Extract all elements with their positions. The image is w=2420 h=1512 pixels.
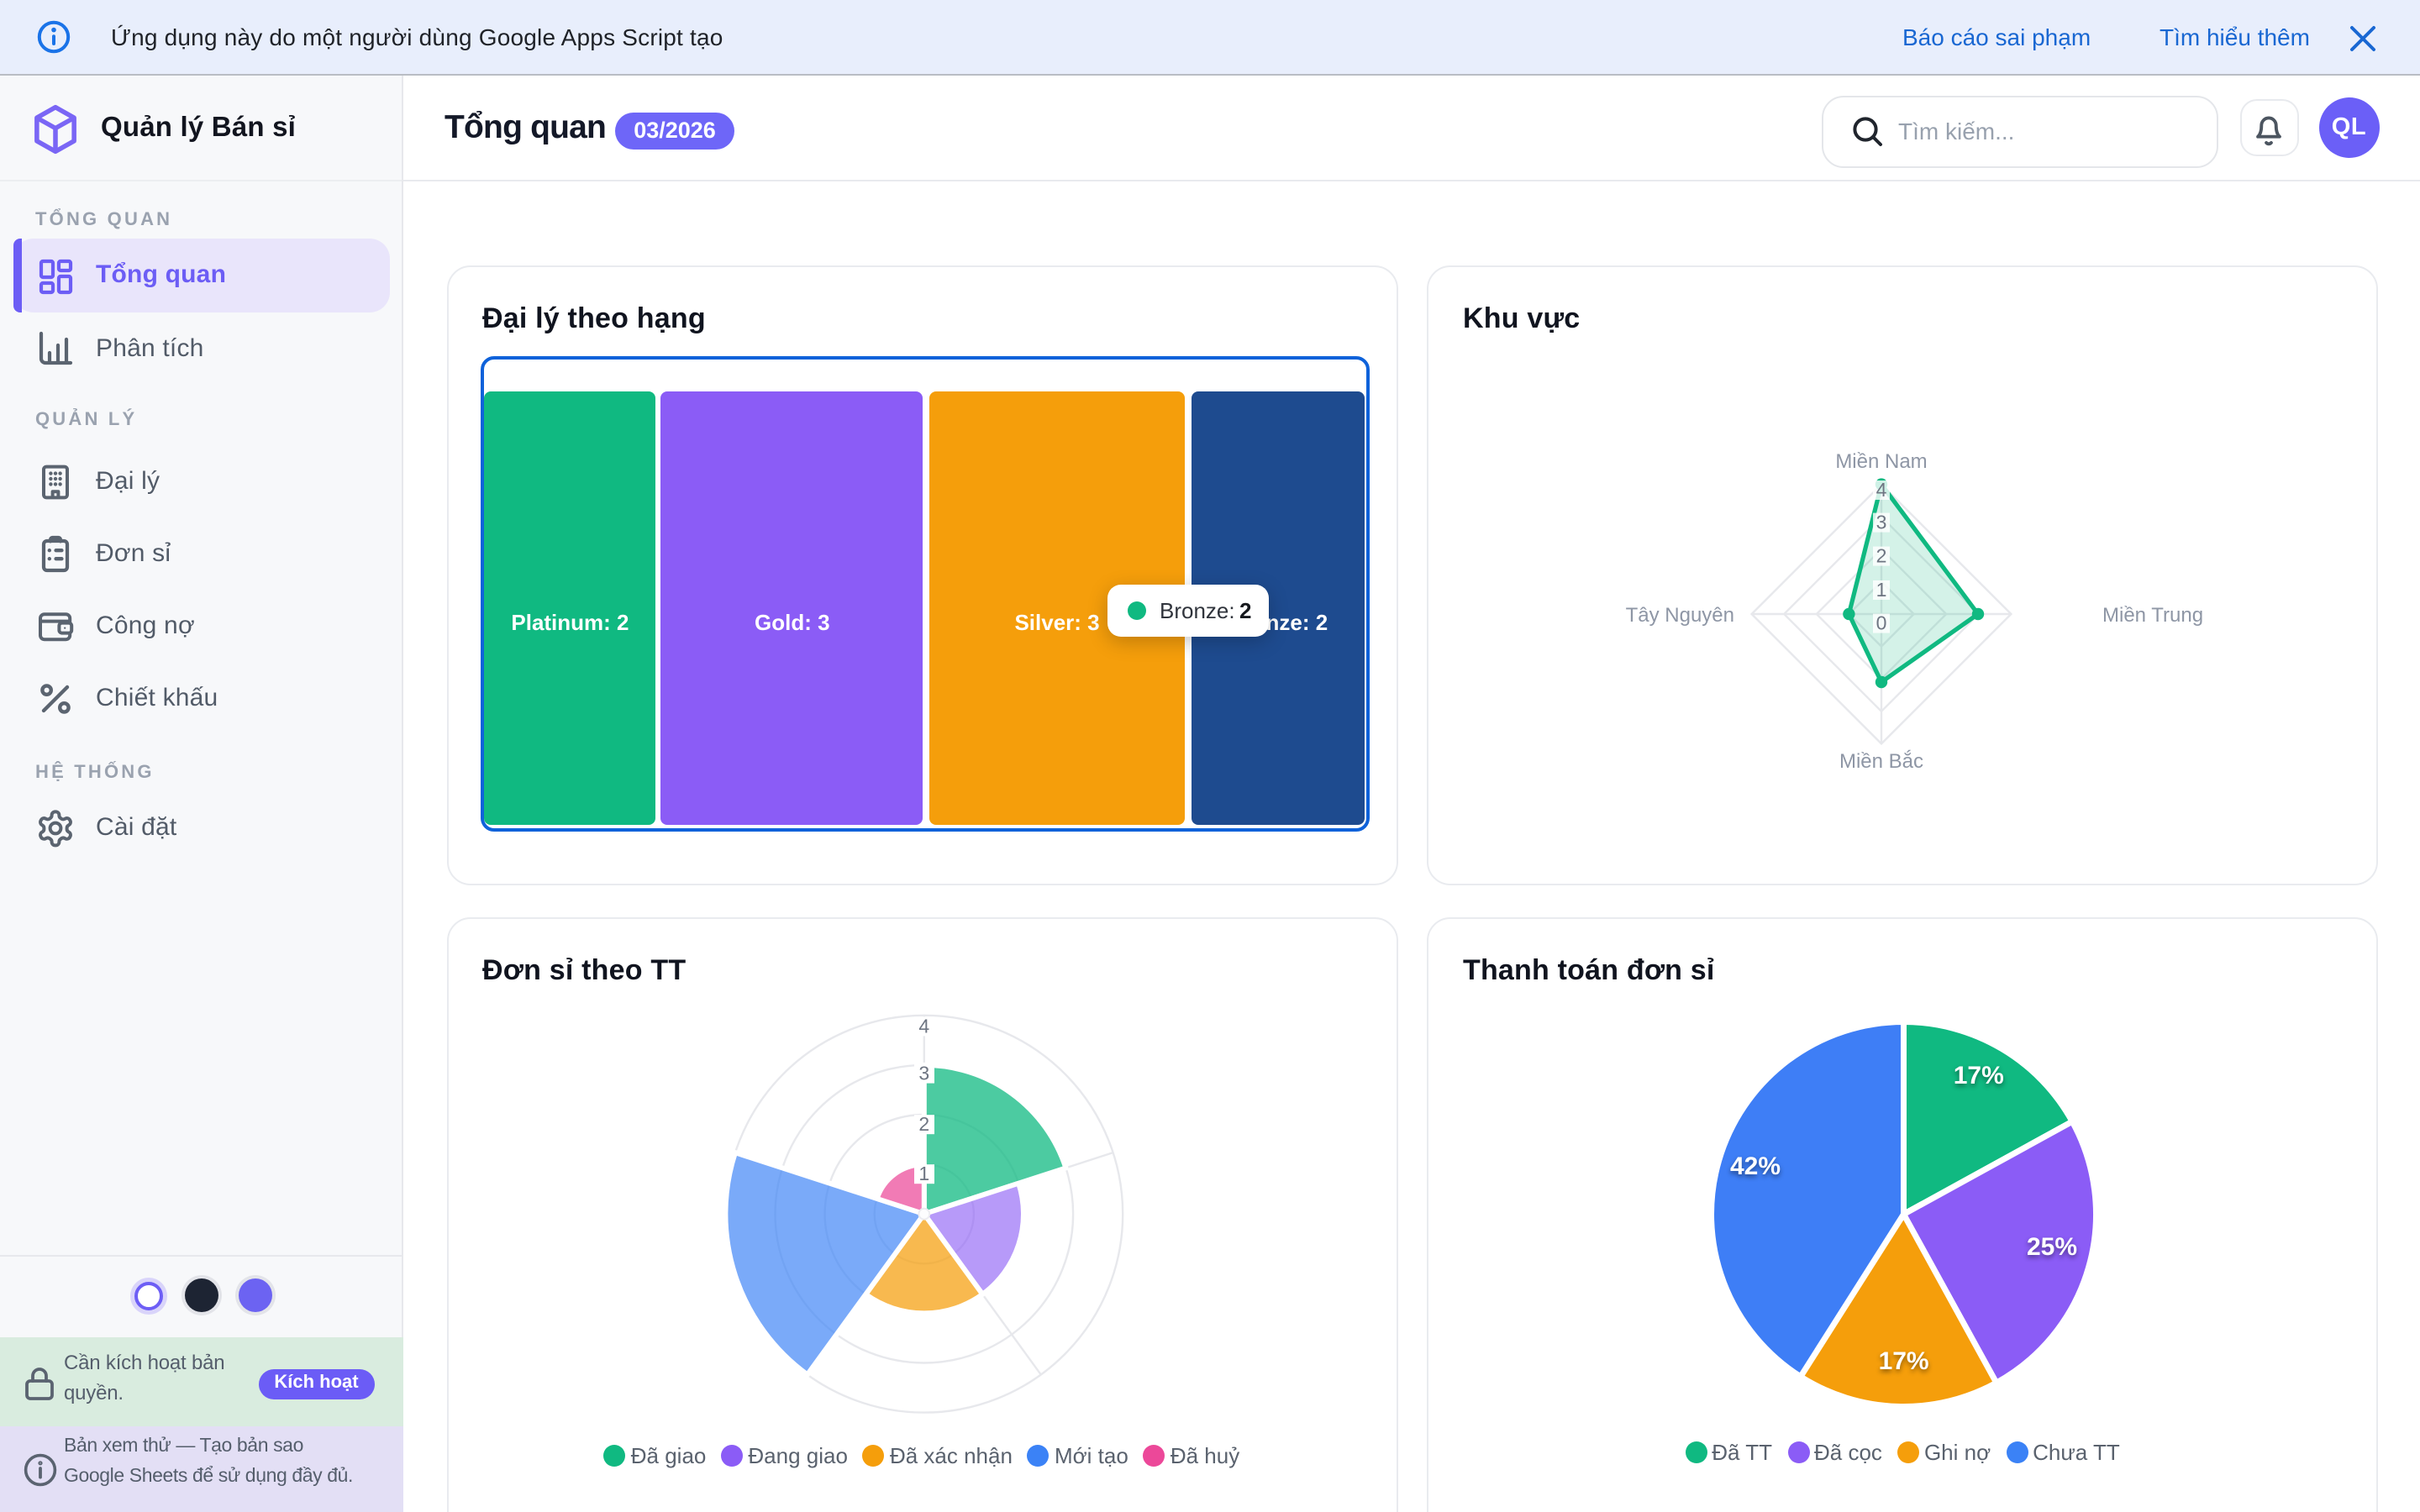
svg-text:2: 2 bbox=[918, 1113, 929, 1135]
svg-text:4: 4 bbox=[918, 1015, 929, 1037]
svg-text:3: 3 bbox=[1876, 512, 1887, 533]
svg-text:Miền Bắc: Miền Bắc bbox=[1839, 750, 1923, 773]
svg-text:Miền Trung: Miền Trung bbox=[2102, 604, 2203, 627]
svg-text:Miền Nam: Miền Nam bbox=[1835, 450, 1927, 473]
svg-text:2: 2 bbox=[1876, 545, 1887, 567]
svg-text:1: 1 bbox=[1876, 579, 1887, 601]
svg-text:3: 3 bbox=[918, 1063, 929, 1084]
svg-text:Tây Nguyên: Tây Nguyên bbox=[1626, 604, 1734, 627]
svg-text:0: 0 bbox=[1876, 612, 1887, 634]
svg-text:1: 1 bbox=[918, 1163, 929, 1184]
svg-text:4: 4 bbox=[1876, 479, 1887, 501]
